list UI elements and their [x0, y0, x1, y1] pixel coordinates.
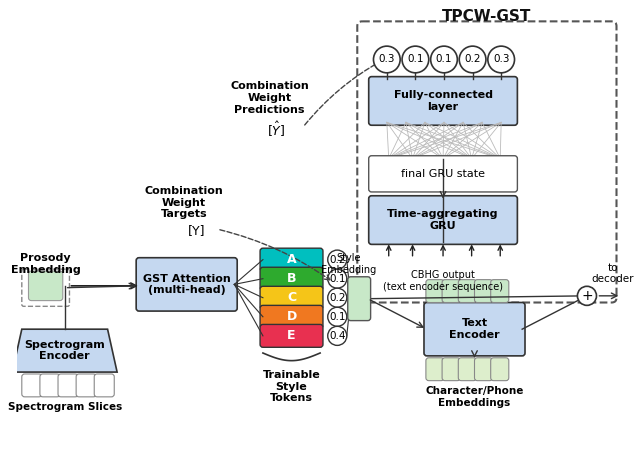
- Circle shape: [373, 46, 400, 73]
- FancyBboxPatch shape: [347, 277, 371, 321]
- Text: Time-aggregating
GRU: Time-aggregating GRU: [387, 209, 499, 231]
- Circle shape: [488, 46, 515, 73]
- FancyBboxPatch shape: [442, 358, 460, 381]
- FancyBboxPatch shape: [260, 267, 323, 290]
- FancyBboxPatch shape: [22, 374, 42, 397]
- FancyBboxPatch shape: [491, 280, 509, 303]
- Circle shape: [328, 307, 347, 326]
- Text: Fully-connected
layer: Fully-connected layer: [394, 90, 493, 112]
- Text: 0.2: 0.2: [329, 255, 346, 265]
- Text: +: +: [581, 289, 593, 303]
- Text: B: B: [287, 272, 296, 285]
- FancyBboxPatch shape: [76, 374, 96, 397]
- Text: 0.1: 0.1: [407, 55, 424, 64]
- Text: A: A: [287, 253, 296, 266]
- Circle shape: [328, 288, 347, 307]
- Text: [$\hat{Y}$]: [$\hat{Y}$]: [267, 119, 285, 139]
- FancyBboxPatch shape: [442, 280, 460, 303]
- Text: GST Attention
(multi-head): GST Attention (multi-head): [143, 274, 231, 295]
- FancyBboxPatch shape: [40, 374, 60, 397]
- FancyBboxPatch shape: [426, 280, 444, 303]
- Text: 0.1: 0.1: [329, 274, 346, 284]
- Text: C: C: [287, 291, 296, 304]
- FancyBboxPatch shape: [58, 374, 78, 397]
- Text: 0.2: 0.2: [464, 55, 481, 64]
- Text: Trainable
Style
Tokens: Trainable Style Tokens: [262, 370, 320, 403]
- Circle shape: [459, 46, 486, 73]
- Circle shape: [402, 46, 429, 73]
- Circle shape: [430, 46, 457, 73]
- FancyBboxPatch shape: [426, 358, 444, 381]
- Text: TPCW-GST: TPCW-GST: [442, 9, 531, 24]
- FancyBboxPatch shape: [474, 280, 493, 303]
- Text: D: D: [287, 310, 297, 323]
- Text: 0.3: 0.3: [378, 55, 395, 64]
- Text: Spectrogram
Encoder: Spectrogram Encoder: [24, 340, 105, 361]
- FancyBboxPatch shape: [458, 358, 476, 381]
- FancyBboxPatch shape: [491, 358, 509, 381]
- Text: Combination
Weight
Predictions: Combination Weight Predictions: [230, 81, 309, 115]
- Circle shape: [328, 326, 347, 345]
- Polygon shape: [12, 329, 117, 372]
- Text: 0.4: 0.4: [329, 331, 346, 341]
- FancyBboxPatch shape: [94, 374, 114, 397]
- FancyBboxPatch shape: [369, 156, 517, 192]
- FancyBboxPatch shape: [260, 306, 323, 328]
- Text: 0.1: 0.1: [329, 312, 346, 322]
- FancyBboxPatch shape: [458, 280, 476, 303]
- Text: 0.1: 0.1: [436, 55, 452, 64]
- Text: Combination
Weight
Targets: Combination Weight Targets: [145, 186, 223, 219]
- FancyBboxPatch shape: [424, 303, 525, 356]
- Circle shape: [578, 286, 597, 306]
- Text: 0.2: 0.2: [329, 293, 346, 303]
- FancyBboxPatch shape: [369, 196, 517, 244]
- FancyBboxPatch shape: [260, 248, 323, 271]
- FancyBboxPatch shape: [136, 258, 237, 311]
- FancyBboxPatch shape: [369, 77, 517, 125]
- Text: E: E: [287, 329, 296, 342]
- Text: Character/Phone
Embeddings: Character/Phone Embeddings: [425, 386, 524, 408]
- Text: 0.3: 0.3: [493, 55, 510, 64]
- FancyBboxPatch shape: [260, 324, 323, 347]
- Text: to
decoder: to decoder: [592, 263, 634, 284]
- FancyBboxPatch shape: [474, 358, 493, 381]
- Text: Style
Embedding: Style Embedding: [321, 253, 377, 275]
- Text: Prosody
Embedding: Prosody Embedding: [11, 253, 81, 274]
- FancyBboxPatch shape: [29, 271, 63, 301]
- FancyBboxPatch shape: [260, 286, 323, 309]
- Text: Text
Encoder: Text Encoder: [449, 318, 500, 340]
- Text: Spectrogram Slices: Spectrogram Slices: [8, 402, 122, 412]
- Text: final GRU state: final GRU state: [401, 169, 485, 179]
- Circle shape: [328, 269, 347, 288]
- Text: CBHG output
(text encoder sequence): CBHG output (text encoder sequence): [383, 270, 503, 292]
- Text: [Y]: [Y]: [188, 224, 205, 237]
- Circle shape: [328, 250, 347, 269]
